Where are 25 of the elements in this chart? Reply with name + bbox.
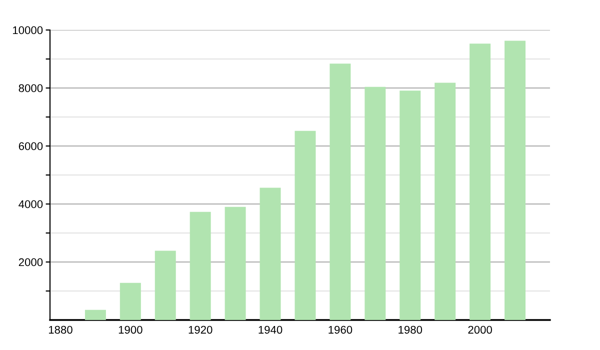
x-tick-label: 1960 [328,326,352,334]
bar [364,86,386,320]
bar [120,282,141,320]
bar [400,90,421,320]
y-tick-label: 4000 [18,200,43,208]
x-tick-label: 1880 [48,326,72,334]
y-tick-label: 10000 [13,26,43,34]
bar [504,40,526,320]
y-tick-label: 2000 [18,258,43,266]
bar [190,212,211,320]
bar [470,44,491,320]
y-tick-label: 8000 [18,84,43,92]
x-tick-label: 1980 [398,326,422,334]
bar [224,206,246,320]
x-tick-label: 1920 [188,326,212,334]
x-tick-label: 1940 [258,326,282,334]
bar [84,310,106,320]
y-tick-label: 6000 [18,142,43,150]
bar [260,188,281,320]
bar [294,130,316,320]
x-tick-label: 2000 [468,326,492,334]
bar [434,82,456,320]
bar [330,64,351,320]
x-tick-label: 1900 [118,326,142,334]
bar [154,250,176,320]
